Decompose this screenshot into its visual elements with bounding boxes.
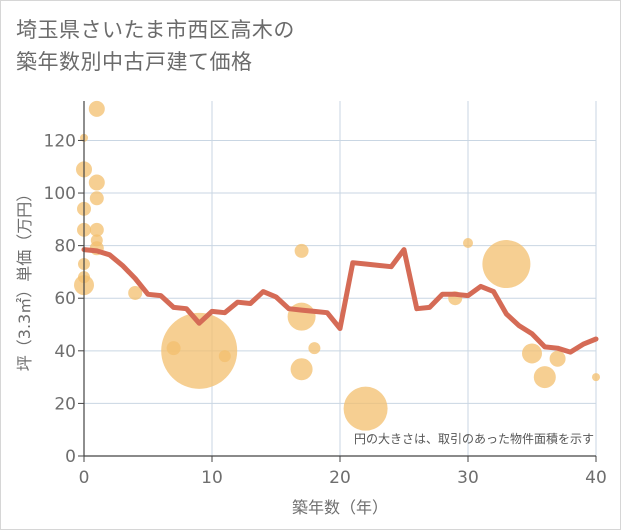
data-bubble <box>463 238 473 248</box>
size-note: 円の大きさは、取引のあった物件面積を示す <box>354 431 594 446</box>
data-bubble <box>482 240 531 289</box>
data-bubble <box>592 373 600 382</box>
data-bubble <box>549 350 566 367</box>
bubble-layer <box>74 100 600 431</box>
y-tick-label: 120 <box>44 131 76 151</box>
y-tick-label: 100 <box>44 184 76 204</box>
data-bubble <box>533 366 556 389</box>
data-bubble <box>308 342 321 355</box>
y-tick-label: 80 <box>54 237 76 257</box>
data-bubble <box>294 243 309 258</box>
y-axis-label: 坪（3.3㎡）単価（万円） <box>15 186 34 371</box>
chart-title: 埼玉県さいたま市西区高木の 築年数別中古戸建て価格 <box>16 14 295 78</box>
data-bubble <box>88 174 105 191</box>
data-bubble <box>89 191 104 206</box>
y-tick-label: 40 <box>54 342 76 362</box>
x-tick-label: 30 <box>457 468 479 488</box>
trend-line <box>81 247 599 355</box>
x-tick-label: 0 <box>79 468 90 488</box>
chart-title-line2: 築年数別中古戸建て価格 <box>16 50 253 74</box>
data-bubble <box>128 285 143 300</box>
axes: 0 20 40 60 80 100 120 0 10 20 30 40 <box>44 101 607 488</box>
x-tick-label: 10 <box>201 468 223 488</box>
chart-title-line1: 埼玉県さいたま市西区高木の <box>16 18 295 42</box>
y-tick-label: 0 <box>65 447 76 467</box>
x-axis-label: 築年数（年） <box>292 498 388 517</box>
x-tick-label: 20 <box>329 468 351 488</box>
data-bubble <box>89 222 104 237</box>
data-bubble <box>88 100 105 117</box>
data-bubble <box>290 358 313 381</box>
y-tick-label: 20 <box>54 394 76 414</box>
data-bubble <box>161 312 238 389</box>
data-bubble <box>343 386 388 431</box>
y-tick-label: 60 <box>54 289 76 309</box>
data-bubble <box>522 343 542 364</box>
data-bubble <box>218 350 231 363</box>
x-tick-label: 40 <box>585 468 607 488</box>
